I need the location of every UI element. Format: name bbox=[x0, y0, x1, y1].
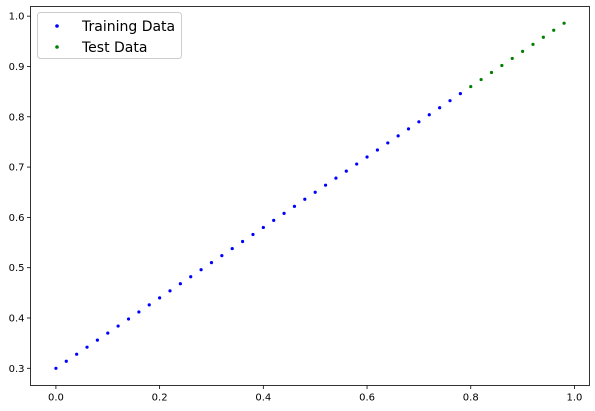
y-tick-label: 0.8 bbox=[9, 112, 25, 123]
data-point bbox=[448, 99, 452, 103]
data-point bbox=[303, 197, 307, 201]
axis-ticks: 0.0 0.2 0.4 0.6 0.8 1.0 0.3 0.4 0.5 0.6 0.7 0.8 0.9 1… bbox=[9, 12, 583, 404]
data-point bbox=[106, 331, 110, 335]
data-point bbox=[427, 113, 431, 117]
data-point bbox=[552, 28, 556, 32]
data-point bbox=[365, 155, 369, 159]
data-point bbox=[54, 366, 58, 370]
y-tick-label: 0.4 bbox=[9, 313, 25, 324]
data-point bbox=[396, 134, 400, 138]
data-point bbox=[479, 77, 483, 82]
data-point bbox=[240, 239, 245, 244]
data-point bbox=[230, 246, 234, 251]
data-point bbox=[282, 211, 286, 215]
data-point bbox=[292, 204, 297, 208]
x-tick-label: 1.0 bbox=[567, 393, 583, 404]
legend-box bbox=[37, 12, 182, 59]
x-tick-label: 0.6 bbox=[359, 393, 375, 404]
data-point bbox=[189, 275, 193, 279]
legend-label: Training Data bbox=[81, 19, 175, 35]
data-point bbox=[323, 183, 328, 187]
data-point bbox=[209, 261, 214, 265]
data-point bbox=[64, 359, 68, 363]
y-tick-label: 0.5 bbox=[9, 263, 25, 274]
legend-marker bbox=[55, 24, 59, 28]
data-point bbox=[469, 84, 473, 89]
data-point bbox=[199, 268, 203, 272]
data-point bbox=[313, 190, 317, 194]
data-point bbox=[489, 70, 494, 75]
data-point bbox=[562, 21, 566, 25]
data-point bbox=[417, 120, 421, 124]
y-tick-label: 0.6 bbox=[9, 213, 25, 224]
y-tick-label: 0.3 bbox=[9, 364, 25, 375]
legend-label: Test Data bbox=[81, 40, 147, 56]
data-point bbox=[178, 282, 182, 286]
x-tick-label: 0.4 bbox=[255, 393, 271, 404]
data-point bbox=[158, 296, 162, 300]
data-point bbox=[375, 148, 380, 152]
legend: Training Data Test Data bbox=[37, 12, 182, 59]
y-tick-label: 0.7 bbox=[9, 163, 25, 174]
data-point bbox=[458, 92, 462, 96]
data-point bbox=[438, 106, 442, 110]
x-tick-label: 0.8 bbox=[463, 393, 479, 404]
data-point bbox=[220, 254, 224, 258]
data-point bbox=[500, 63, 504, 68]
data-point bbox=[355, 162, 359, 166]
data-points bbox=[54, 21, 566, 370]
data-point bbox=[147, 303, 151, 307]
data-point bbox=[272, 218, 276, 222]
data-point bbox=[510, 56, 514, 61]
x-tick-label: 0.0 bbox=[48, 393, 64, 404]
data-point bbox=[251, 232, 255, 237]
data-point bbox=[261, 225, 265, 230]
data-point bbox=[116, 324, 120, 328]
y-tick-label: 1.0 bbox=[9, 12, 25, 23]
data-point bbox=[75, 352, 79, 356]
data-point bbox=[541, 35, 545, 39]
data-point bbox=[521, 49, 525, 53]
data-point bbox=[531, 42, 535, 46]
data-point bbox=[126, 317, 131, 321]
data-point bbox=[406, 127, 411, 131]
data-point bbox=[85, 345, 89, 349]
legend-marker bbox=[55, 45, 59, 49]
y-tick-label: 0.9 bbox=[9, 62, 25, 73]
data-point bbox=[386, 141, 390, 145]
data-point bbox=[344, 169, 348, 173]
data-point bbox=[334, 176, 338, 180]
data-point bbox=[95, 338, 99, 342]
x-tick-label: 0.2 bbox=[152, 393, 168, 404]
data-point bbox=[168, 289, 172, 293]
data-point bbox=[137, 310, 141, 314]
plot-area-border bbox=[30, 6, 590, 386]
